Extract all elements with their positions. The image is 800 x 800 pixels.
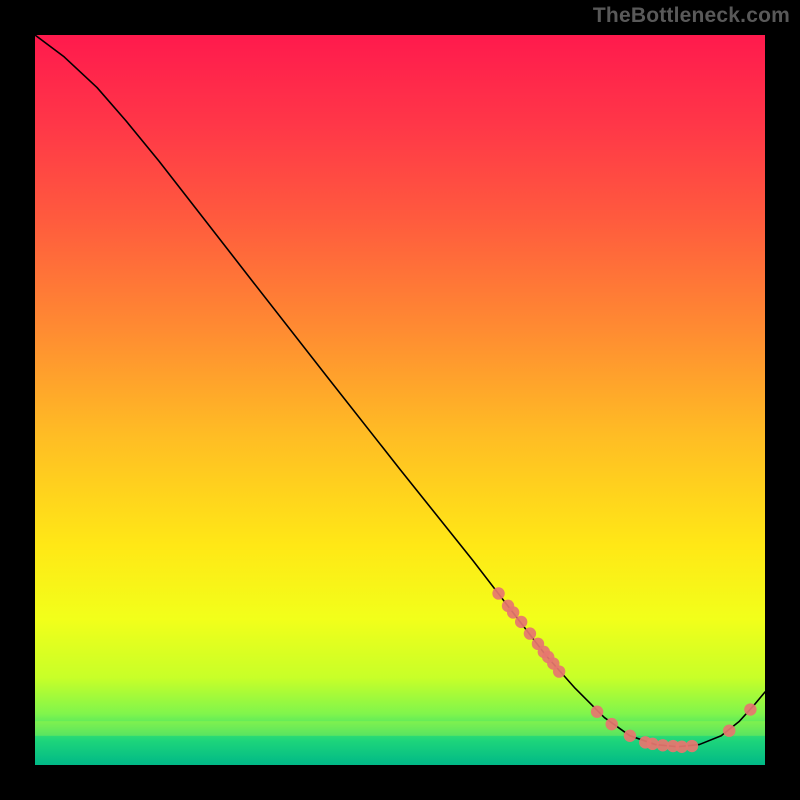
data-marker — [686, 740, 698, 752]
data-marker — [492, 587, 504, 599]
curve-layer — [35, 35, 765, 765]
data-marker — [744, 703, 756, 715]
data-marker — [624, 730, 636, 742]
watermark-label: TheBottleneck.com — [593, 4, 790, 28]
data-marker — [507, 606, 519, 618]
plot-area — [35, 35, 765, 765]
data-markers — [492, 587, 756, 753]
data-marker — [515, 616, 527, 628]
bottleneck-curve — [35, 35, 765, 747]
data-marker — [723, 724, 735, 736]
data-marker — [553, 665, 565, 677]
data-marker — [591, 706, 603, 718]
chart-frame: TheBottleneck.com — [0, 0, 800, 800]
data-marker — [606, 718, 618, 730]
data-marker — [524, 627, 536, 639]
